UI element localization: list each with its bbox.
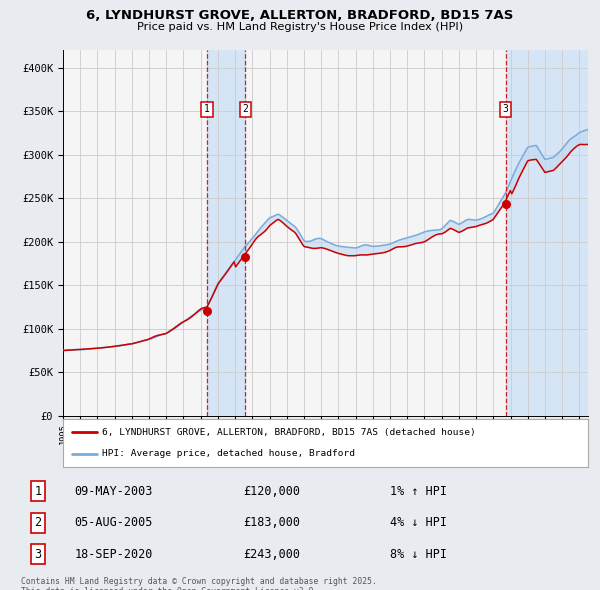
Text: 3: 3	[503, 104, 508, 114]
Text: 2: 2	[242, 104, 248, 114]
Text: 1: 1	[204, 104, 210, 114]
Text: 2: 2	[34, 516, 41, 529]
Text: 4% ↓ HPI: 4% ↓ HPI	[390, 516, 447, 529]
Text: 1: 1	[34, 485, 41, 498]
Bar	[506, 50, 588, 416]
Text: £120,000: £120,000	[244, 485, 301, 498]
Bar	[207, 50, 245, 416]
Text: HPI: Average price, detached house, Bradford: HPI: Average price, detached house, Brad…	[103, 449, 355, 458]
Text: 1% ↑ HPI: 1% ↑ HPI	[390, 485, 447, 498]
Text: 18-SEP-2020: 18-SEP-2020	[74, 548, 153, 560]
Text: £243,000: £243,000	[244, 548, 301, 560]
Text: Price paid vs. HM Land Registry's House Price Index (HPI): Price paid vs. HM Land Registry's House …	[137, 22, 463, 32]
Text: 6, LYNDHURST GROVE, ALLERTON, BRADFORD, BD15 7AS: 6, LYNDHURST GROVE, ALLERTON, BRADFORD, …	[86, 9, 514, 22]
Text: £183,000: £183,000	[244, 516, 301, 529]
Text: Contains HM Land Registry data © Crown copyright and database right 2025.
This d: Contains HM Land Registry data © Crown c…	[21, 577, 377, 590]
Text: 05-AUG-2005: 05-AUG-2005	[74, 516, 153, 529]
Text: 3: 3	[34, 548, 41, 560]
Text: 09-MAY-2003: 09-MAY-2003	[74, 485, 153, 498]
Text: 8% ↓ HPI: 8% ↓ HPI	[390, 548, 447, 560]
Text: 6, LYNDHURST GROVE, ALLERTON, BRADFORD, BD15 7AS (detached house): 6, LYNDHURST GROVE, ALLERTON, BRADFORD, …	[103, 428, 476, 437]
